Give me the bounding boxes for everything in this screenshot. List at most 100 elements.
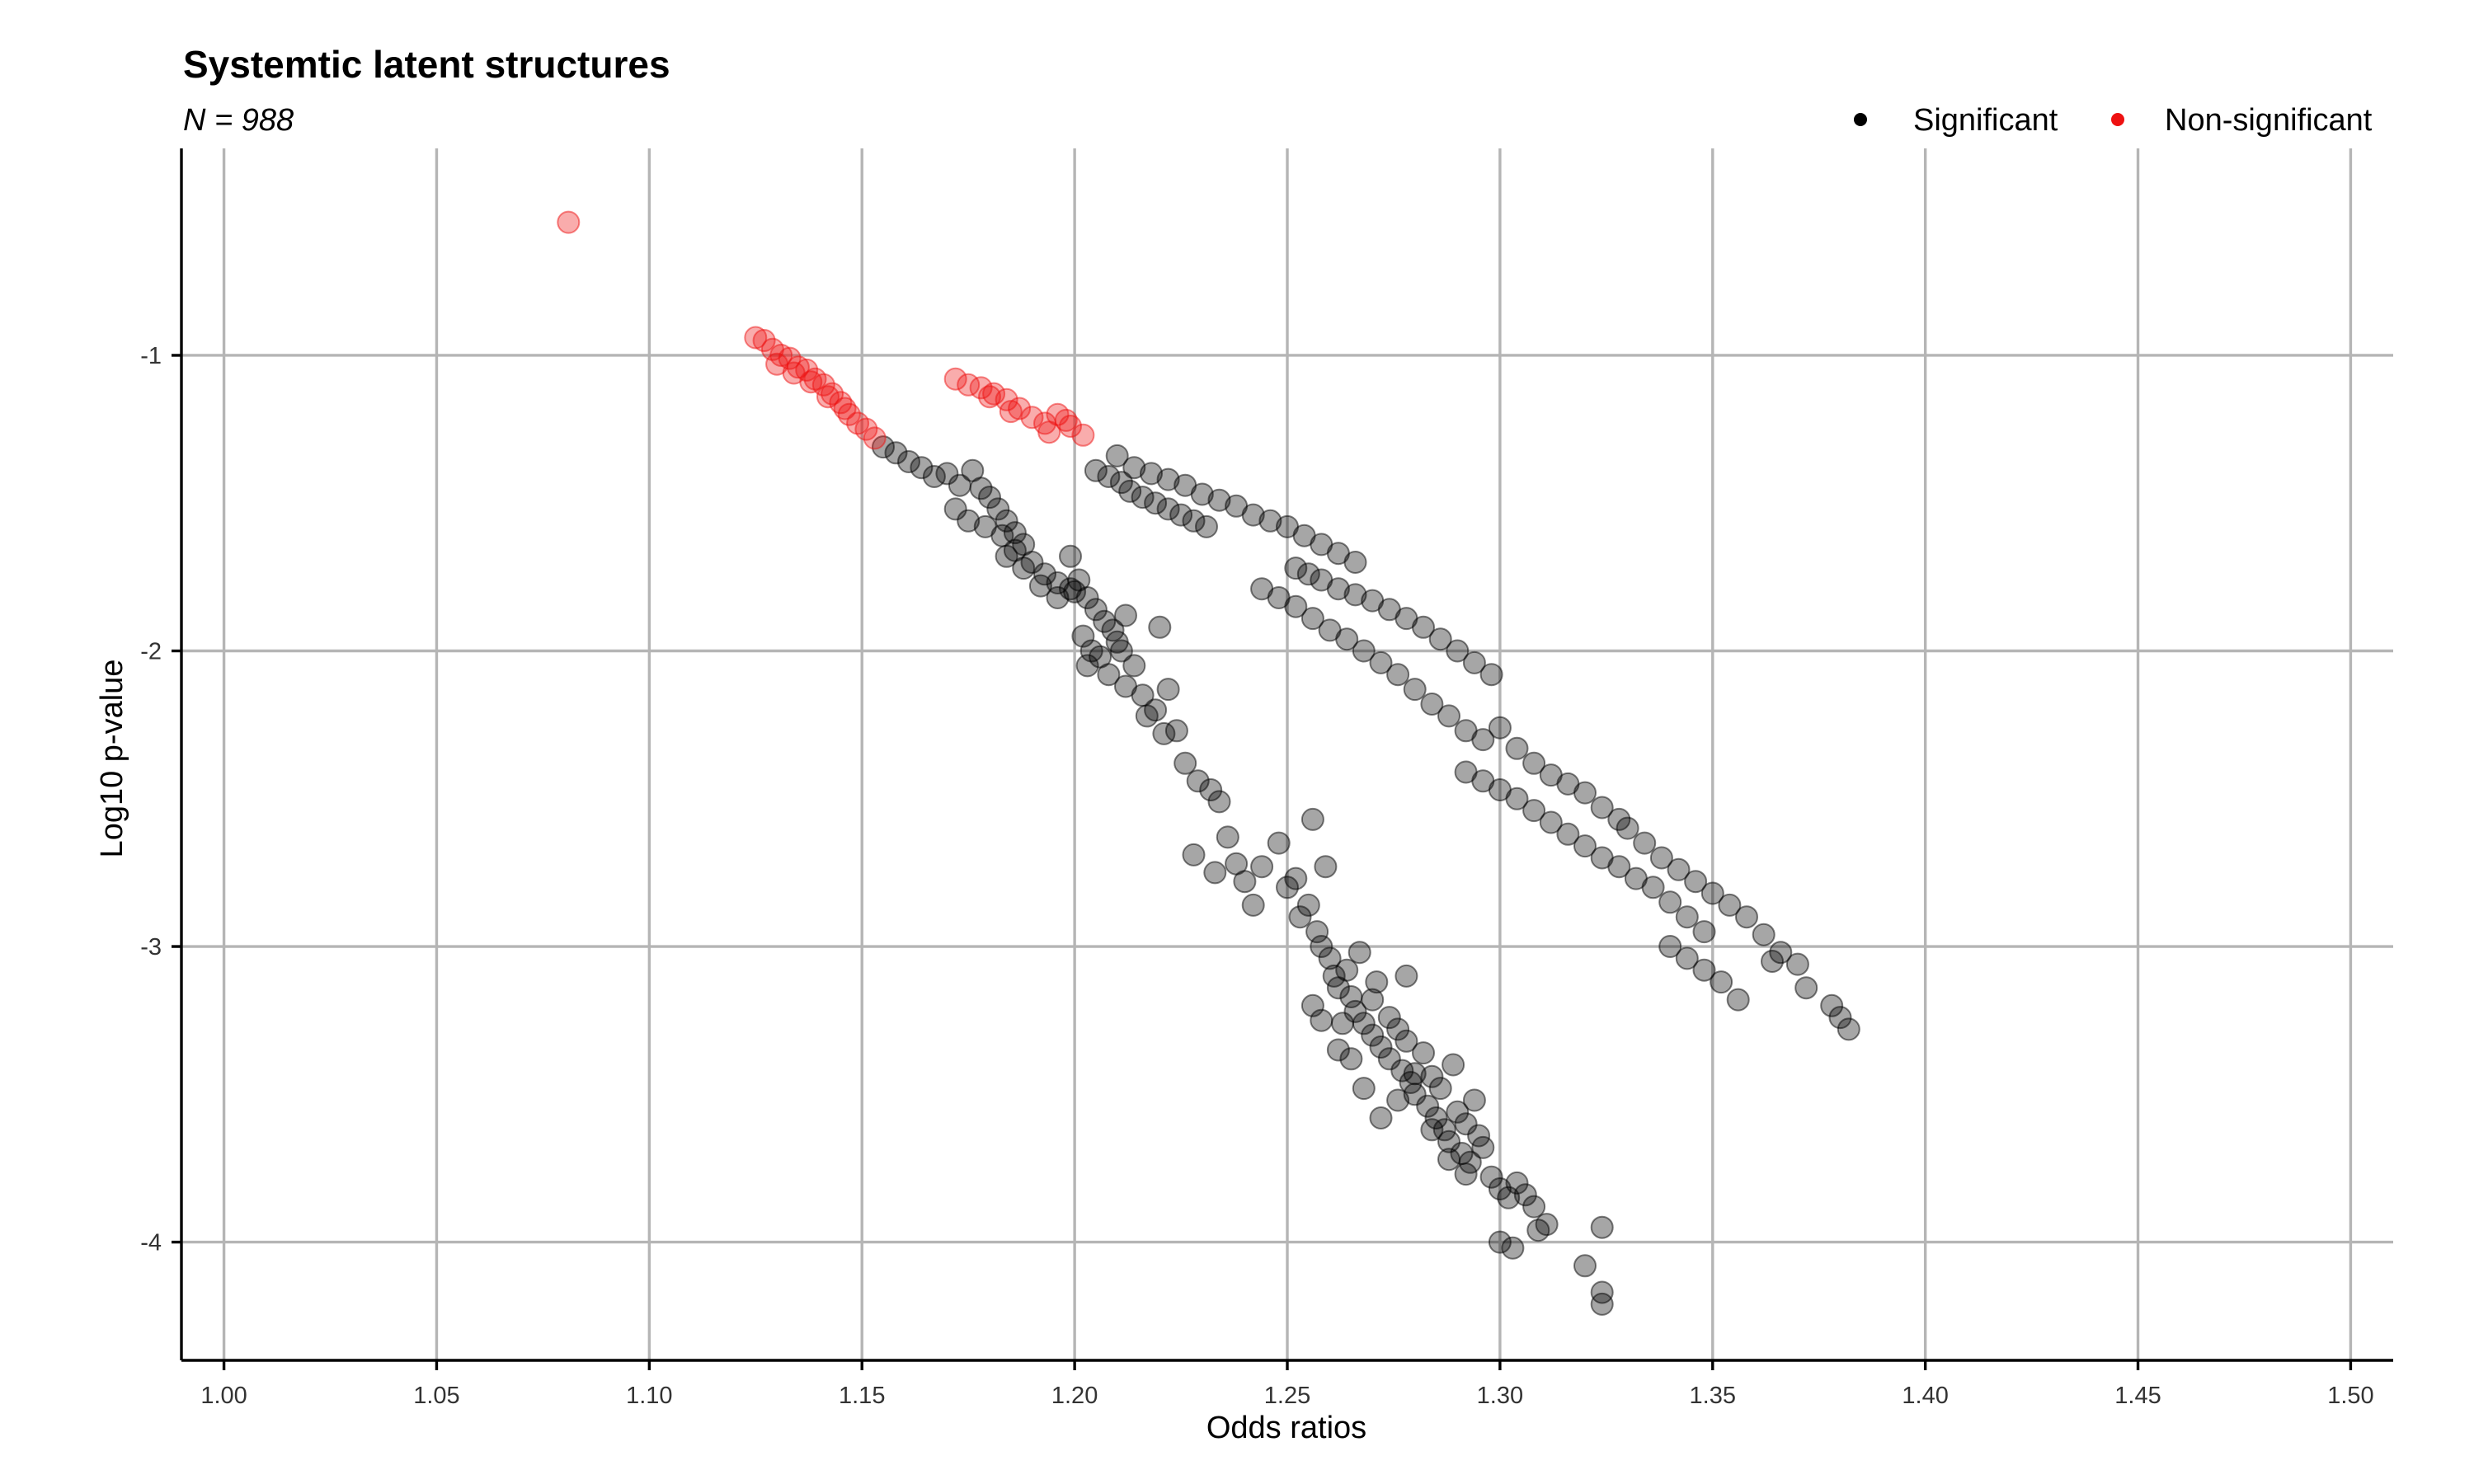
significant-point xyxy=(1590,1292,1614,1316)
significant-point xyxy=(1190,482,1214,506)
significant-point xyxy=(1718,893,1742,917)
y-tick-label: -2 xyxy=(140,639,162,665)
significant-point xyxy=(1216,825,1239,849)
significant-point xyxy=(1296,562,1320,586)
significant-point xyxy=(1339,1047,1363,1071)
significant-point xyxy=(1377,1006,1401,1030)
significant-point xyxy=(1343,551,1367,574)
non-significant-point xyxy=(999,400,1023,424)
axes xyxy=(172,148,2393,1370)
significant-point xyxy=(1250,855,1274,879)
x-tick-label: 1.05 xyxy=(413,1383,459,1409)
significant-point xyxy=(1675,946,1699,970)
significant-point xyxy=(1276,876,1299,899)
significant-point xyxy=(1186,769,1210,793)
significant-point xyxy=(1471,1135,1495,1159)
significant-point xyxy=(1432,1118,1456,1142)
significant-point xyxy=(1726,988,1750,1012)
significant-point xyxy=(1684,870,1708,894)
significant-point xyxy=(1522,1195,1546,1219)
non-significant-point xyxy=(982,382,1006,406)
significant-point xyxy=(1156,467,1180,491)
non-significant-point xyxy=(863,426,887,450)
significant-point xyxy=(1284,594,1308,618)
significant-point xyxy=(1462,1088,1486,1112)
significant-point xyxy=(1369,1036,1393,1059)
legend-marker-non-significant xyxy=(2111,113,2124,126)
significant-point xyxy=(1573,1254,1597,1278)
significant-point xyxy=(1395,1029,1418,1053)
significant-point xyxy=(1348,941,1371,965)
significant-point xyxy=(1361,988,1385,1012)
significant-point xyxy=(1420,1064,1444,1088)
significant-point xyxy=(1539,810,1563,834)
significant-point xyxy=(1335,627,1359,651)
significant-point xyxy=(1258,509,1282,533)
non-significant-point xyxy=(1020,406,1044,430)
significant-point xyxy=(1446,1100,1470,1124)
significant-point xyxy=(1361,1023,1385,1047)
significant-point xyxy=(1442,1053,1465,1077)
significant-point xyxy=(1692,958,1716,982)
significant-point xyxy=(1710,970,1733,994)
significant-point xyxy=(1513,1183,1537,1207)
significant-point xyxy=(1122,456,1146,480)
significant-point xyxy=(1837,1017,1860,1041)
significant-point xyxy=(1616,816,1639,840)
significant-point xyxy=(1590,796,1614,819)
significant-point xyxy=(1420,1118,1444,1142)
significant-point xyxy=(957,509,981,533)
significant-point xyxy=(1101,618,1125,642)
significant-point xyxy=(1377,1047,1401,1071)
significant-point xyxy=(1403,678,1427,702)
y-axis-title: Log10 p-value xyxy=(95,660,129,858)
significant-point xyxy=(1735,905,1758,929)
significant-point xyxy=(1820,993,1844,1017)
significant-point xyxy=(1028,574,1052,598)
significant-point xyxy=(1156,497,1180,521)
non-significant-point xyxy=(995,387,1018,411)
tick-labels: 1.00 1.05 1.10 1.15 1.20 1.25 1.30 1.35 1.40 1.45… xyxy=(140,343,2373,1409)
significant-point xyxy=(1488,1230,1512,1254)
significant-point xyxy=(1284,866,1308,890)
x-tick-label: 1.30 xyxy=(1477,1383,1523,1409)
chart-subtitle: N = 988 xyxy=(183,103,294,138)
significant-point xyxy=(1296,893,1320,917)
significant-point xyxy=(1203,861,1227,885)
significant-point xyxy=(969,477,993,500)
significant-point xyxy=(1322,964,1346,988)
significant-point xyxy=(1241,893,1265,917)
significant-point xyxy=(995,509,1018,533)
significant-point xyxy=(1416,1094,1440,1118)
significant-point xyxy=(1314,855,1338,879)
significant-point xyxy=(1122,654,1146,678)
non-significant-point xyxy=(778,346,802,370)
significant-point xyxy=(1412,1041,1435,1065)
significant-point xyxy=(1488,1177,1512,1200)
non-significant-point xyxy=(821,382,844,406)
significant-point xyxy=(1505,736,1529,760)
significant-point xyxy=(1335,958,1359,982)
significant-point xyxy=(1501,1236,1525,1260)
chart-title: Systemtic latent structures xyxy=(183,43,670,86)
non-significant-point xyxy=(816,385,840,409)
significant-point xyxy=(1573,781,1597,805)
significant-point xyxy=(1769,941,1793,965)
significant-point xyxy=(1075,586,1099,609)
significant-point xyxy=(1700,881,1724,905)
significant-point xyxy=(1369,1106,1393,1129)
significant-point xyxy=(1118,479,1142,503)
non-significant-point xyxy=(1054,408,1078,432)
significant-point xyxy=(1412,615,1435,639)
significant-point xyxy=(1573,834,1597,858)
significant-point xyxy=(1093,609,1117,633)
significant-point xyxy=(1522,751,1546,775)
significant-point xyxy=(1059,544,1082,568)
significant-point xyxy=(1386,1017,1410,1041)
significant-point xyxy=(1267,831,1291,855)
significant-point xyxy=(943,497,967,521)
non-significant-point xyxy=(744,326,768,350)
x-tick-label: 1.10 xyxy=(626,1383,672,1409)
significant-point xyxy=(1437,1129,1460,1153)
significant-point xyxy=(1182,843,1206,866)
